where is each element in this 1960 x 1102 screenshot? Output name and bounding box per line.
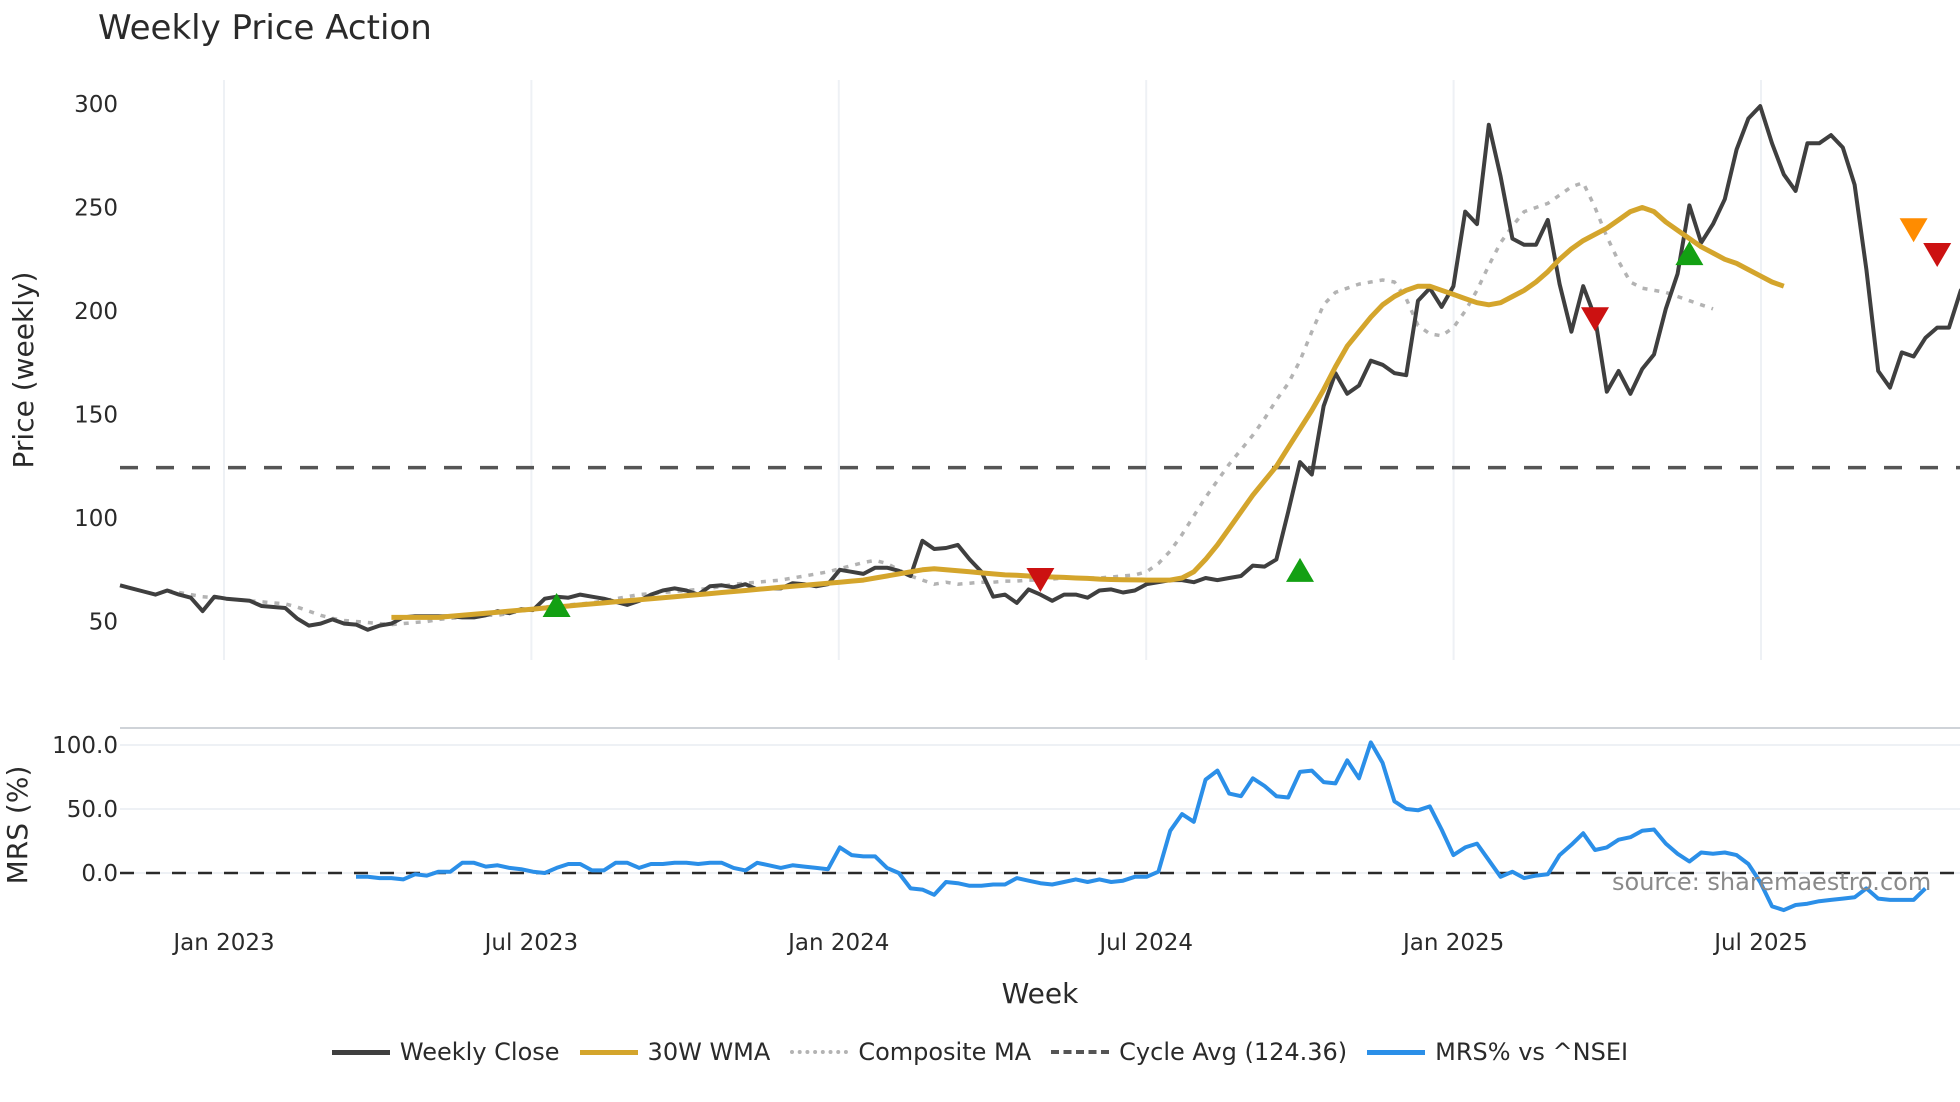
composite-ma-line: [166, 180, 1714, 627]
dashed-line-icon: [1051, 1050, 1110, 1054]
solid-line-icon: [1367, 1049, 1426, 1055]
x-tick-label: Jul 2024: [1097, 930, 1193, 956]
sell-signal-down-triangle-icon: [1026, 568, 1055, 593]
dotted-line-icon: [790, 1050, 849, 1054]
legend-label: MRS% vs ^NSEI: [1435, 1038, 1629, 1066]
wma-30w-line: [391, 205, 1785, 620]
x-tick-label: Jan 2024: [786, 930, 889, 956]
sell-signal-down-triangle-icon: [1581, 307, 1609, 332]
y-tick-label: 300: [74, 92, 118, 118]
legend-item-mrs[interactable]: MRS% vs ^NSEI: [1367, 1038, 1628, 1066]
legend-item-composite-ma[interactable]: Composite MA: [790, 1038, 1031, 1066]
mrs-line: [356, 740, 1927, 913]
x-axis-title: Week: [1002, 977, 1079, 1010]
weekly-close-line: [119, 104, 1960, 632]
y-tick-label: 50: [89, 610, 118, 636]
mrs-y-tick-label: 50.0: [67, 797, 118, 823]
warning-signal-down-triangle-icon: [1899, 218, 1928, 243]
solid-line-icon: [579, 1049, 638, 1055]
legend-item-cycle-avg[interactable]: Cycle Avg (124.36): [1051, 1038, 1347, 1066]
legend-label: Composite MA: [858, 1038, 1032, 1066]
y-axis-title: Price (weekly): [7, 272, 40, 469]
y-tick-label: 250: [74, 196, 118, 222]
legend-item-wma[interactable]: 30W WMA: [579, 1038, 771, 1066]
y-tick-label: 100: [74, 506, 118, 532]
x-tick-label: Jan 2023: [171, 930, 274, 956]
y-tick-label: 150: [74, 403, 118, 429]
x-tick-label: Jan 2025: [1401, 930, 1504, 956]
mrs-y-tick-label: 100.0: [52, 733, 118, 759]
legend-label: 30W WMA: [647, 1038, 771, 1066]
x-tick-label: Jul 2023: [483, 930, 579, 956]
sell-signal-down-triangle-icon: [1923, 243, 1952, 268]
x-tick-label: Jul 2025: [1712, 930, 1808, 956]
buy-signal-up-triangle-icon: [542, 593, 571, 618]
legend: Weekly Close 30W WMA Composite MA Cycle …: [0, 1038, 1960, 1066]
legend-label: Cycle Avg (124.36): [1119, 1038, 1348, 1066]
buy-signal-up-triangle-icon: [1286, 557, 1314, 582]
solid-line-icon: [331, 1049, 390, 1055]
legend-label: Weekly Close: [399, 1038, 560, 1066]
legend-item-weekly-close[interactable]: Weekly Close: [331, 1038, 560, 1066]
source-note: source: sharemaestro.com: [1612, 868, 1931, 896]
mrs-axis-title: MRS (%): [1, 766, 34, 885]
chart-title: Weekly Price Action: [98, 8, 432, 48]
y-tick-label: 200: [74, 299, 118, 325]
buy-signal-up-triangle-icon: [1675, 241, 1704, 266]
mrs-y-tick-label: 0.0: [81, 861, 118, 887]
